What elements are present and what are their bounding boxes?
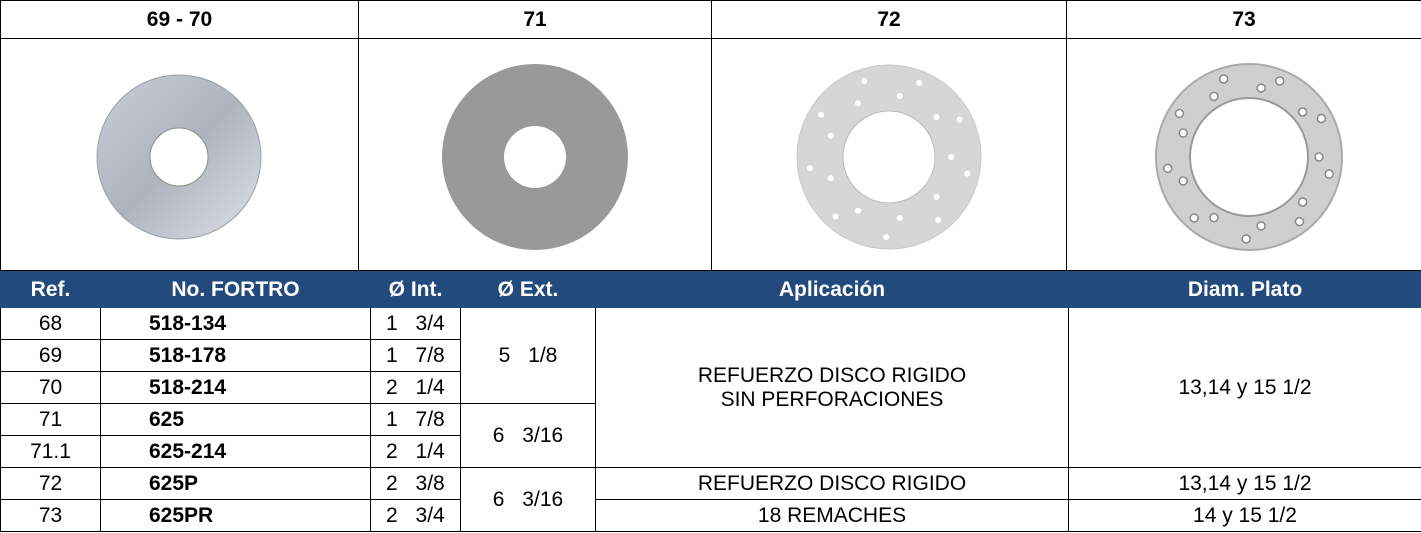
rivet-hole — [861, 77, 868, 84]
rivet-hole — [1294, 216, 1305, 227]
int: 2 3/8 — [370, 467, 461, 500]
application: REFUERZO DISCO RIGIDO SIN PERFORACIONES — [595, 307, 1069, 468]
fortro: 625P — [100, 467, 371, 500]
rivet-hole — [933, 114, 940, 121]
image-cell — [358, 38, 712, 271]
application-line: REFUERZO DISCO RIGIDO — [697, 364, 967, 388]
ext: 6 3/16 — [460, 403, 596, 468]
diameter: 13,14 y 15 1/2 — [1068, 307, 1421, 468]
rivet-hole — [827, 132, 834, 139]
fortro: 518-178 — [100, 339, 371, 372]
diameter: 14 y 15 1/2 — [1068, 499, 1421, 532]
disk-image — [796, 64, 982, 250]
ref: 72 — [0, 467, 101, 500]
disk-image — [96, 74, 262, 240]
rivet-hole — [1218, 74, 1229, 84]
rivet-hole — [1324, 169, 1334, 179]
column-title: 71 — [358, 0, 712, 39]
rivet-hole — [1316, 113, 1327, 124]
rivet-hole — [1163, 163, 1173, 174]
ext: 6 3/16 — [460, 467, 596, 532]
rivet-hole — [933, 193, 940, 200]
disk-image — [442, 64, 628, 250]
fortro: 625 — [100, 403, 371, 436]
rivet-hole — [1241, 234, 1251, 244]
rivet-hole — [1178, 128, 1188, 138]
disk-image — [1155, 63, 1343, 251]
int: 2 1/4 — [370, 435, 461, 468]
rivet-hole — [1256, 83, 1266, 93]
fortro: 518-214 — [100, 371, 371, 404]
image-cell — [0, 38, 359, 271]
column-header: Ø Int. — [370, 271, 461, 308]
rivet-hole — [956, 116, 963, 123]
rivet-hole — [883, 233, 890, 240]
column-header: Aplicación — [595, 271, 1069, 308]
rivet-hole — [1314, 152, 1324, 162]
column-header: Diam. Plato — [1068, 271, 1421, 308]
ref: 73 — [0, 499, 101, 532]
rivet-hole — [896, 92, 903, 99]
image-table: 69 - 70 71 72 73 — [0, 0, 1421, 271]
ref: 71.1 — [0, 435, 101, 468]
int: 2 1/4 — [370, 371, 461, 404]
fortro: 625PR — [100, 499, 371, 532]
rivet-hole — [827, 175, 834, 182]
ref: 71 — [0, 403, 101, 436]
rivet-hole — [855, 207, 861, 214]
int: 2 3/4 — [370, 499, 461, 532]
diameter: 13,14 y 15 1/2 — [1068, 467, 1421, 500]
rivet-hole — [1256, 221, 1266, 231]
rivet-hole — [935, 217, 942, 224]
rivet-hole — [818, 111, 825, 118]
ref: 70 — [0, 371, 101, 404]
rivet-hole — [948, 154, 954, 160]
int: 1 7/8 — [370, 403, 461, 436]
rivet-hole — [896, 215, 903, 222]
column-header: No. FORTRO — [100, 271, 371, 308]
rivet-hole — [832, 213, 839, 220]
rivet-hole — [1297, 107, 1308, 117]
image-cell — [711, 38, 1067, 271]
ref: 68 — [0, 307, 101, 340]
fortro: 518-134 — [100, 307, 371, 340]
column-header: Ref. — [0, 271, 101, 308]
rivet-hole — [915, 79, 922, 86]
spec-table: Ref. No. FORTRO Ø Int. Ø Ext. Aplicación… — [0, 271, 1421, 532]
rivet-hole — [1174, 108, 1185, 119]
application: 18 REMACHES — [595, 499, 1069, 532]
ref: 69 — [0, 339, 101, 372]
rivet-hole — [806, 165, 813, 172]
column-header: Ø Ext. — [460, 271, 596, 308]
int: 1 7/8 — [370, 339, 461, 372]
rivet-hole — [964, 170, 971, 177]
column-title: 69 - 70 — [0, 0, 359, 39]
column-title: 72 — [711, 0, 1067, 39]
rivet-hole — [1178, 176, 1188, 186]
int: 1 3/4 — [370, 307, 461, 340]
rivet-hole — [855, 100, 861, 107]
rivet-hole — [1209, 212, 1219, 223]
ext: 5 1/8 — [460, 307, 596, 404]
rivet-hole — [1297, 197, 1308, 207]
rivet-hole — [1274, 76, 1285, 86]
application-line: SIN PERFORACIONES — [720, 387, 944, 411]
column-title: 73 — [1066, 0, 1421, 39]
application: REFUERZO DISCO RIGIDO — [595, 467, 1069, 500]
rivet-hole — [1189, 213, 1199, 223]
fortro: 625-214 — [100, 435, 371, 468]
image-cell — [1066, 38, 1421, 271]
rivet-hole — [1209, 91, 1219, 102]
